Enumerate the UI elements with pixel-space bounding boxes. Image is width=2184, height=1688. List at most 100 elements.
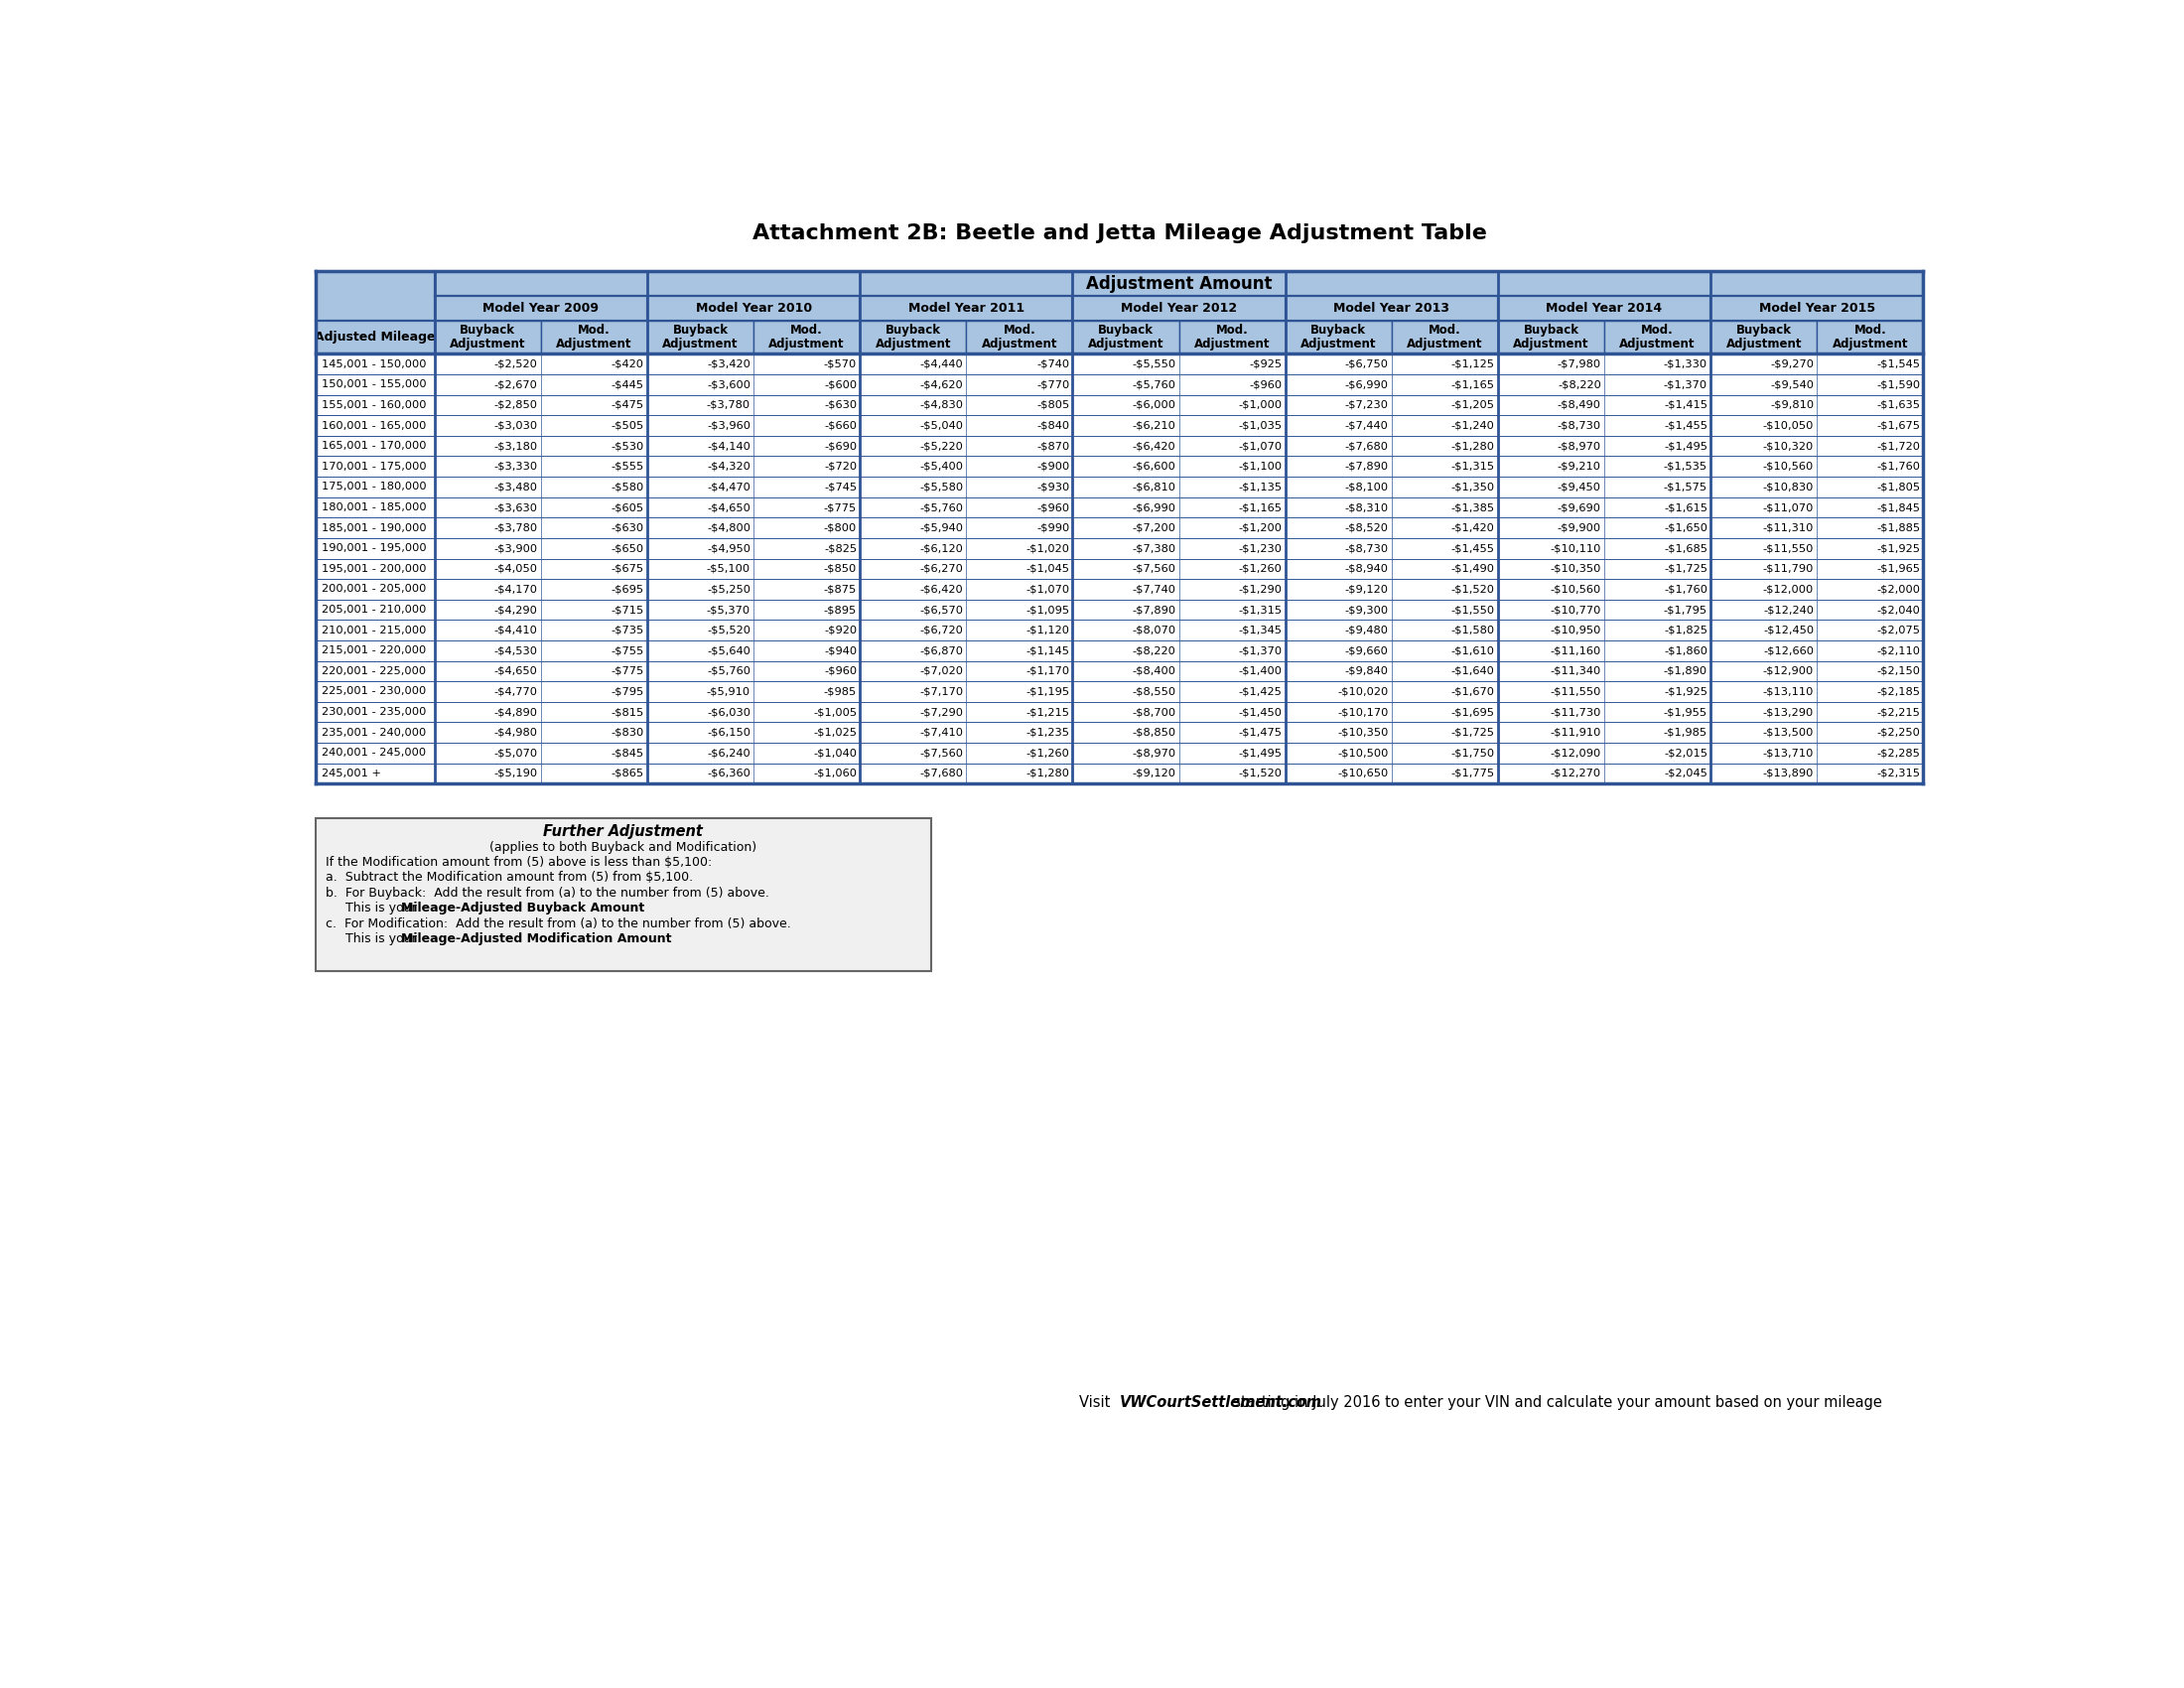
Text: -$4,410: -$4,410 xyxy=(494,625,537,635)
Text: -$1,025: -$1,025 xyxy=(812,728,856,738)
Text: -$4,620: -$4,620 xyxy=(919,380,963,390)
Text: -$6,120: -$6,120 xyxy=(919,544,963,554)
Bar xyxy=(646,702,753,722)
Text: Adjustment: Adjustment xyxy=(1088,338,1164,351)
Bar xyxy=(965,498,1072,518)
Bar xyxy=(1498,436,1605,456)
Bar xyxy=(753,354,860,375)
Bar xyxy=(314,395,435,415)
Bar xyxy=(542,579,646,599)
Bar xyxy=(753,395,860,415)
Bar xyxy=(435,579,542,599)
Bar xyxy=(542,682,646,702)
Text: -$1,425: -$1,425 xyxy=(1238,687,1282,697)
Bar xyxy=(860,436,965,456)
Text: 175,001 - 180,000: 175,001 - 180,000 xyxy=(321,483,426,491)
Text: -$1,455: -$1,455 xyxy=(1450,544,1494,554)
Bar xyxy=(1072,456,1179,476)
Bar xyxy=(1817,538,1924,559)
Text: -$8,730: -$8,730 xyxy=(1557,420,1601,430)
Text: -$1,925: -$1,925 xyxy=(1664,687,1708,697)
Bar xyxy=(1498,395,1605,415)
Text: -$695: -$695 xyxy=(612,584,644,594)
Bar xyxy=(646,722,753,743)
Text: -$12,000: -$12,000 xyxy=(1762,584,1815,594)
Text: -$6,990: -$6,990 xyxy=(1345,380,1389,390)
Text: Adjustment: Adjustment xyxy=(1832,338,1909,351)
Bar xyxy=(965,619,1072,640)
Bar xyxy=(1391,321,1498,354)
Text: -$2,110: -$2,110 xyxy=(1876,647,1920,655)
Text: -$770: -$770 xyxy=(1037,380,1070,390)
Bar xyxy=(646,456,753,476)
Text: -$960: -$960 xyxy=(1037,503,1070,513)
Bar xyxy=(542,476,646,498)
Text: -$580: -$580 xyxy=(612,483,644,491)
Text: -$10,830: -$10,830 xyxy=(1762,483,1815,491)
Text: -$3,030: -$3,030 xyxy=(494,420,537,430)
Text: Mod.: Mod. xyxy=(1428,324,1461,336)
Text: -$1,575: -$1,575 xyxy=(1664,483,1708,491)
Text: -$1,720: -$1,720 xyxy=(1876,441,1920,451)
Bar xyxy=(646,354,753,375)
Bar xyxy=(753,662,860,682)
Bar xyxy=(1284,619,1391,640)
Bar xyxy=(1498,763,1605,783)
Bar xyxy=(1179,599,1284,619)
Text: Mod.: Mod. xyxy=(579,324,609,336)
Text: 245,001 +: 245,001 + xyxy=(321,768,380,778)
Bar xyxy=(965,722,1072,743)
Bar xyxy=(1284,375,1391,395)
Bar xyxy=(1605,498,1710,518)
Bar xyxy=(1391,763,1498,783)
Bar xyxy=(1710,662,1817,682)
Bar xyxy=(1179,375,1284,395)
Text: -$7,890: -$7,890 xyxy=(1131,604,1175,614)
Text: -$1,215: -$1,215 xyxy=(1026,707,1070,717)
Text: -$8,220: -$8,220 xyxy=(1557,380,1601,390)
Text: -$1,495: -$1,495 xyxy=(1238,748,1282,758)
Bar xyxy=(1710,763,1817,783)
Text: -$5,400: -$5,400 xyxy=(919,461,963,471)
Text: -$990: -$990 xyxy=(1037,523,1070,533)
Text: -$7,230: -$7,230 xyxy=(1345,400,1389,410)
Text: -$1,695: -$1,695 xyxy=(1450,707,1494,717)
Text: -$13,710: -$13,710 xyxy=(1762,748,1815,758)
Bar xyxy=(1817,619,1924,640)
Bar xyxy=(1284,682,1391,702)
Text: -$715: -$715 xyxy=(612,604,644,614)
Bar xyxy=(753,518,860,538)
Bar xyxy=(314,662,435,682)
Bar xyxy=(860,354,965,375)
Bar xyxy=(1391,599,1498,619)
Bar xyxy=(1817,640,1924,662)
Text: -$1,965: -$1,965 xyxy=(1876,564,1920,574)
Bar xyxy=(435,456,542,476)
Bar xyxy=(435,763,542,783)
Bar xyxy=(542,702,646,722)
Text: -$1,345: -$1,345 xyxy=(1238,625,1282,635)
Text: -$7,560: -$7,560 xyxy=(919,748,963,758)
Bar xyxy=(860,476,965,498)
Bar xyxy=(646,415,753,436)
Text: -$1,955: -$1,955 xyxy=(1664,707,1708,717)
Text: -$10,560: -$10,560 xyxy=(1551,584,1601,594)
Bar xyxy=(965,662,1072,682)
Text: -$1,845: -$1,845 xyxy=(1876,503,1920,513)
Text: -$1,045: -$1,045 xyxy=(1026,564,1070,574)
Text: -$1,195: -$1,195 xyxy=(1026,687,1070,697)
Text: -$10,950: -$10,950 xyxy=(1551,625,1601,635)
Bar xyxy=(860,415,965,436)
Bar xyxy=(1179,763,1284,783)
Bar xyxy=(1710,702,1817,722)
Bar xyxy=(965,476,1072,498)
Text: -$11,910: -$11,910 xyxy=(1551,728,1601,738)
Bar xyxy=(965,375,1072,395)
Bar xyxy=(314,321,435,354)
Bar xyxy=(965,436,1072,456)
Text: -$4,770: -$4,770 xyxy=(494,687,537,697)
Text: -$1,925: -$1,925 xyxy=(1876,544,1920,554)
Bar xyxy=(314,415,435,436)
Bar xyxy=(1605,559,1710,579)
Bar xyxy=(1498,321,1605,354)
